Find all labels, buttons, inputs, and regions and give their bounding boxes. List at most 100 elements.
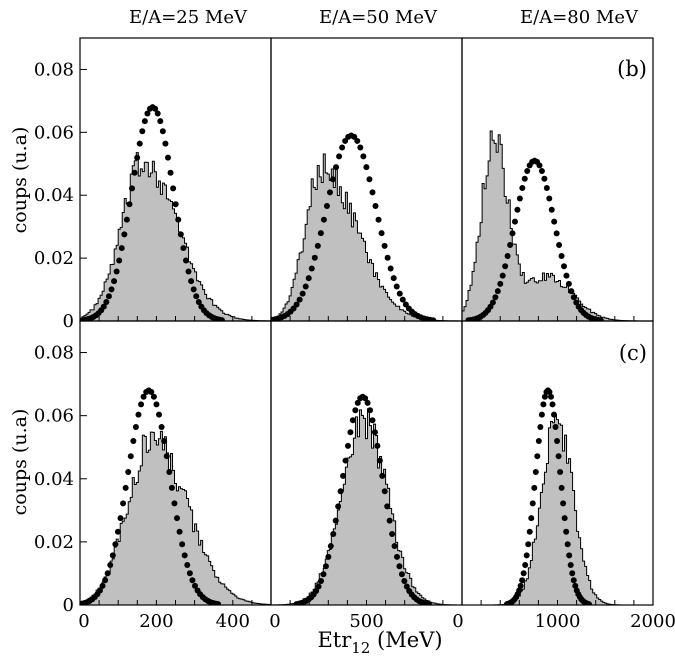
model-point	[384, 503, 391, 510]
column-title-25: E/A=25 MeV	[129, 7, 248, 28]
model-point	[318, 577, 325, 584]
model-point	[99, 582, 106, 589]
model-point	[134, 154, 141, 161]
model-point	[144, 110, 151, 117]
model-point	[521, 175, 528, 182]
panel-plot-area	[462, 130, 653, 321]
x-tick-label: 0	[452, 611, 463, 632]
model-point	[375, 216, 382, 223]
model-point	[139, 128, 146, 135]
model-point	[308, 265, 315, 272]
model-point	[150, 393, 157, 400]
model-point	[548, 206, 555, 213]
model-point	[320, 571, 327, 578]
model-point	[360, 153, 367, 160]
model-point	[136, 140, 143, 147]
model-point	[325, 553, 332, 560]
y-tick-label: 0	[63, 595, 74, 616]
model-point	[127, 453, 134, 460]
panel-b-2	[270, 37, 463, 322]
model-point	[558, 484, 565, 491]
model-point	[565, 280, 572, 287]
model-point	[174, 515, 181, 522]
model-point	[551, 218, 558, 225]
model-point	[555, 453, 562, 460]
panel-c-2: 0 500 0	[269, 320, 464, 632]
x-tick-label: 0	[78, 611, 89, 632]
model-point	[570, 294, 577, 301]
model-point	[148, 389, 155, 396]
model-point	[393, 283, 400, 290]
model-point	[351, 133, 358, 140]
model-point	[131, 169, 138, 176]
model-point	[123, 216, 130, 223]
model-point	[553, 230, 560, 237]
model-point	[181, 552, 188, 559]
panels: 0 0.02 0.04 0.06 0.08 0 0.02 0.04 0.06 0.08 0 200 40…	[34, 37, 675, 632]
model-point	[126, 201, 133, 208]
model-point	[184, 562, 191, 569]
model-point	[140, 393, 147, 400]
model-point	[182, 257, 189, 264]
model-point	[354, 137, 361, 144]
model-point	[569, 570, 576, 577]
y-axis-label-top: coups (u.a)	[9, 127, 31, 234]
model-point	[372, 202, 379, 209]
model-point	[120, 500, 127, 507]
model-point	[396, 563, 403, 570]
model-point	[492, 294, 499, 301]
model-point	[430, 317, 437, 321]
model-point	[317, 230, 324, 237]
y-tick-label: 0.04	[34, 469, 74, 490]
model-point	[507, 242, 514, 249]
model-point	[525, 541, 532, 548]
model-point	[177, 231, 184, 238]
model-point	[102, 577, 109, 584]
model-point	[336, 153, 343, 160]
histogram	[80, 152, 271, 321]
panel-c-3: 1000 2000	[461, 320, 675, 632]
model-point	[314, 242, 321, 249]
model-point	[538, 168, 545, 175]
x-tick-label: 0	[269, 611, 280, 632]
model-point	[556, 242, 563, 249]
model-point	[546, 389, 553, 396]
model-point	[154, 110, 161, 117]
model-point	[517, 582, 524, 589]
model-point	[323, 202, 330, 209]
model-point	[189, 577, 196, 584]
x-tick-label: 500	[349, 611, 383, 632]
model-point	[162, 140, 169, 147]
x-tick-label: 400	[216, 611, 250, 632]
model-point	[330, 176, 337, 183]
model-point	[499, 272, 506, 279]
x-tick-label: 2000	[630, 611, 675, 632]
model-point	[560, 500, 567, 507]
model-point	[489, 299, 496, 306]
model-point	[399, 296, 406, 303]
model-point	[552, 423, 559, 430]
model-point	[311, 254, 318, 261]
model-point	[176, 528, 183, 535]
model-point	[557, 468, 564, 475]
model-point	[529, 500, 536, 507]
model-point	[519, 577, 526, 584]
model-point	[537, 423, 544, 430]
panel-c-1: 0 0.02 0.04 0.06 0.08 0 200 400	[34, 320, 272, 632]
panel-plot-area	[80, 104, 271, 321]
model-point	[109, 552, 116, 559]
y-tick-label: 0.08	[34, 59, 74, 80]
model-point	[543, 184, 550, 191]
model-point	[364, 399, 371, 406]
model-point	[494, 288, 501, 295]
y-tick-label: 0.02	[34, 532, 74, 553]
model-point	[538, 411, 545, 418]
model-point	[526, 528, 533, 535]
model-point	[218, 317, 225, 321]
model-point	[111, 278, 118, 285]
model-point	[215, 601, 222, 605]
model-point	[105, 293, 112, 300]
model-point	[549, 401, 556, 408]
model-point	[167, 169, 174, 176]
model-point	[516, 587, 523, 594]
